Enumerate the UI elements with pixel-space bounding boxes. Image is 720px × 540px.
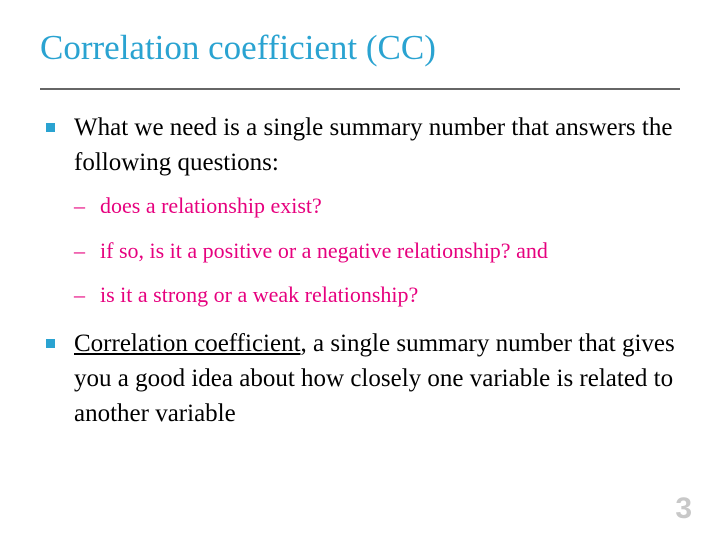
title-divider [40, 88, 680, 90]
sub-bullet-text: does a relationship exist? [100, 193, 322, 218]
bullet-item: Correlation coefficient, a single summar… [40, 326, 680, 431]
sub-bullet-text: is it a strong or a weak relationship? [100, 282, 418, 307]
slide: Correlation coefficient (CC) What we nee… [0, 0, 720, 540]
bullet-item: What we need is a single summary number … [40, 110, 680, 310]
bullet-text: What we need is a single summary number … [74, 114, 672, 176]
page-number: 3 [675, 492, 692, 526]
slide-title: Correlation coefficient (CC) [40, 28, 680, 68]
sub-bullet-item: is it a strong or a weak relationship? [74, 281, 680, 310]
sub-bullet-text: if so, is it a positive or a negative re… [100, 238, 548, 263]
sub-list: does a relationship exist? if so, is it … [74, 192, 680, 310]
term-underlined: Correlation coefficient [74, 330, 301, 357]
content-list: What we need is a single summary number … [40, 110, 680, 431]
sub-bullet-item: does a relationship exist? [74, 192, 680, 221]
sub-bullet-item: if so, is it a positive or a negative re… [74, 237, 680, 266]
